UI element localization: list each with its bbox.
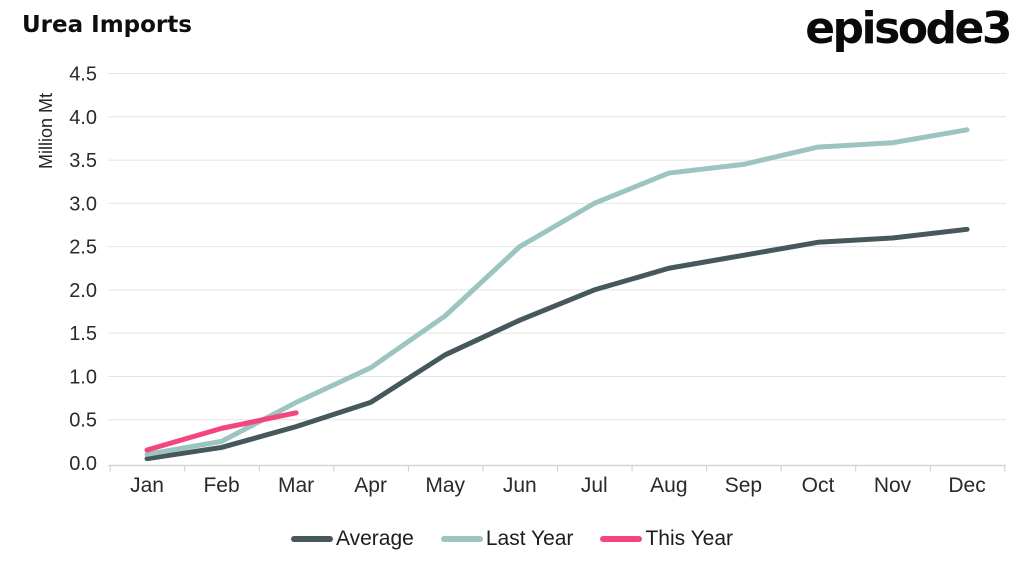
x-tick-label: Oct — [802, 474, 835, 497]
y-axis-title: Million Mt — [36, 93, 56, 169]
legend-swatch — [600, 536, 643, 542]
series-line-average — [144, 226, 970, 462]
x-tick-label: May — [425, 474, 465, 497]
x-tick-label: Dec — [948, 474, 985, 497]
y-tick-label: 3.5 — [69, 150, 97, 172]
chart-canvas: 0.0 0.5 1.0 1.5 2.0 2.5 3.0 3.5 4.0 4.5 Jan Feb Mar A… — [36, 64, 1006, 497]
x-tick-label: Sep — [725, 474, 762, 497]
legend-swatch — [440, 536, 483, 542]
x-tick-label: Mar — [278, 474, 314, 497]
legend-label: This Year — [645, 527, 733, 550]
legend-item-average: Average — [291, 527, 414, 551]
legend-item-this-year: This Year — [600, 527, 733, 551]
y-tick-label: 0.0 — [69, 453, 97, 475]
x-tick-label: Jan — [130, 474, 164, 497]
y-tick-label: 2.0 — [69, 280, 97, 302]
x-tick-label: Aug — [650, 474, 687, 497]
y-tick-label: 3.0 — [69, 193, 97, 215]
legend-item-last-year: Last Year — [440, 527, 574, 551]
chart-title: Urea Imports — [22, 12, 192, 38]
x-tick-label: Jun — [503, 474, 537, 497]
legend-swatch — [291, 536, 333, 542]
y-tick-label: 1.0 — [69, 366, 97, 388]
y-tick-label: 0.5 — [69, 410, 97, 432]
series-line-this-year — [144, 410, 299, 453]
series-line-last-year — [144, 127, 970, 457]
x-tick-label: Apr — [354, 474, 387, 497]
y-tick-label: 1.5 — [69, 323, 97, 345]
x-tick-label: Feb — [203, 474, 239, 497]
legend: Average Last Year This Year — [0, 522, 1024, 556]
y-tick-label: 2.5 — [69, 237, 97, 259]
legend-label: Last Year — [485, 527, 574, 550]
episode3-logo: episode3 — [805, 3, 1012, 54]
x-tick-label: Nov — [874, 474, 912, 497]
legend-label: Average — [336, 527, 414, 550]
x-tick-label: Jul — [581, 474, 608, 497]
y-tick-label: 4.0 — [69, 107, 97, 129]
y-tick-label: 4.5 — [69, 64, 97, 86]
